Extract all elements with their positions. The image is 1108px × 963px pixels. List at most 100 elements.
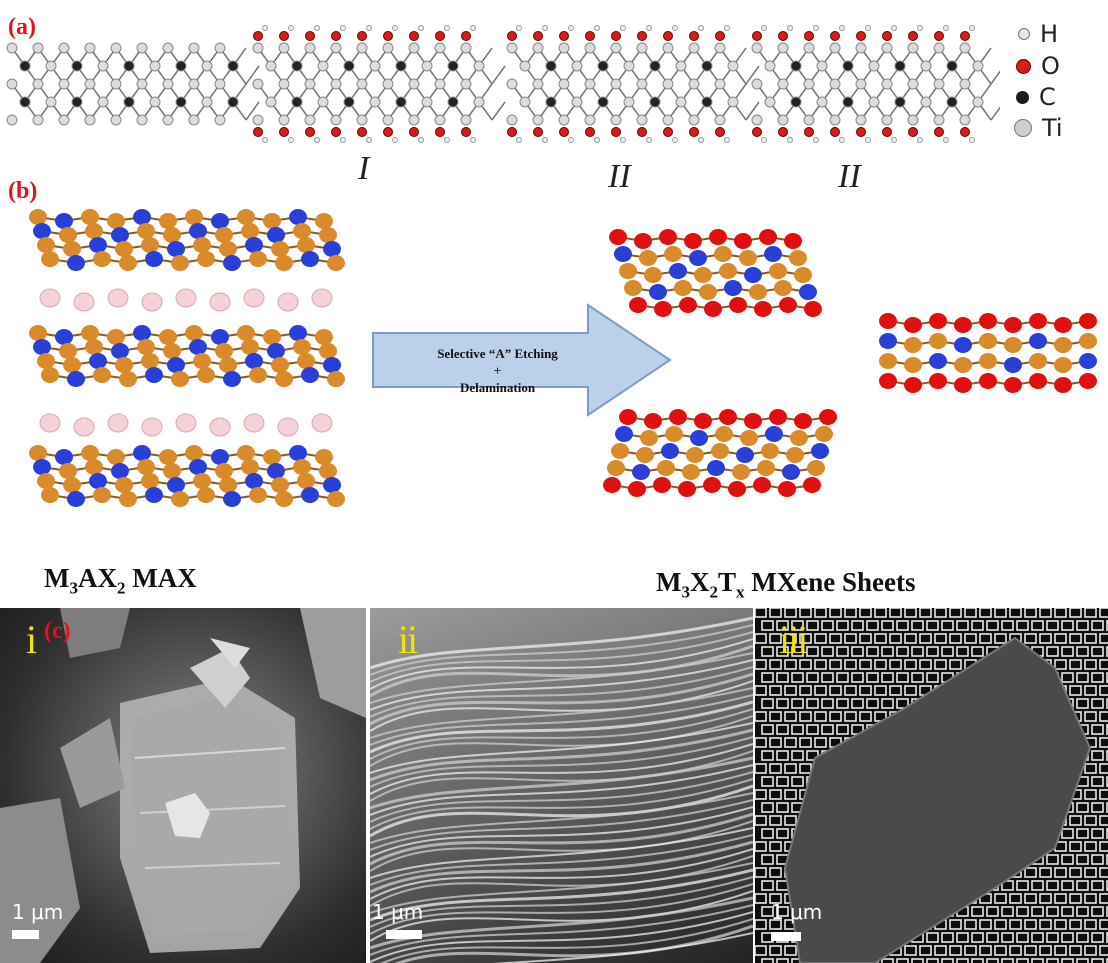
sem-network-cell <box>784 945 797 956</box>
sem-layer-edge <box>370 840 753 894</box>
sem-network-cell <box>821 724 834 735</box>
structure-label-3: II <box>838 158 861 195</box>
sem-network-cell <box>1046 958 1059 963</box>
sem-network-cell <box>1001 932 1014 943</box>
sem-network-cell <box>1106 672 1108 683</box>
sem-network-cell <box>784 633 797 644</box>
sem-network-cell <box>799 659 812 670</box>
sem-network-cell <box>994 633 1007 644</box>
sem-network-cell <box>799 711 812 722</box>
sem-network-cell <box>1031 880 1044 891</box>
sem-network-cell <box>844 711 857 722</box>
sem-network-cell <box>986 620 999 631</box>
sem-layer-edge <box>370 728 753 782</box>
sem-network-cell <box>934 608 947 618</box>
sem-network-cell <box>881 672 894 683</box>
sem-network-cell <box>1039 633 1052 644</box>
legend-label-o: O <box>1041 52 1060 80</box>
sem-network-cell <box>1001 958 1014 963</box>
sem-network-cell <box>1084 711 1097 722</box>
sem-network-cell <box>896 646 909 657</box>
sem-network-cell <box>1091 932 1104 943</box>
sem-network-cell <box>889 685 902 696</box>
sem-network-cell <box>1099 633 1108 644</box>
sem-layer-edge <box>370 743 753 795</box>
sem-layer-edge <box>490 932 753 963</box>
sem-panel-number-1: i <box>26 617 37 662</box>
sem-network-cell <box>814 608 827 618</box>
sem-network-cell <box>994 608 1007 618</box>
sem-network-cell <box>814 659 827 670</box>
sem-network-cell <box>1076 906 1089 917</box>
sem-network-cell <box>769 685 782 696</box>
sem-network-cell <box>1106 828 1108 839</box>
sem-network-cell <box>1054 633 1067 644</box>
sem-network-cell <box>1091 724 1104 735</box>
sem-network-cell <box>769 815 782 826</box>
sem-network-cell <box>1061 932 1074 943</box>
sem-network-cell <box>956 646 969 657</box>
a-element-layer-2 <box>39 413 333 437</box>
sem-network-cell <box>1069 815 1082 826</box>
sem-network-cell <box>784 815 797 826</box>
sem-network-cell <box>1001 620 1014 631</box>
sem-network-cell <box>1084 841 1097 852</box>
sem-network-cell <box>971 620 984 631</box>
a-element-layer-1 <box>39 288 333 312</box>
sem-network-cell <box>1076 854 1089 865</box>
sem-network-cell <box>791 620 804 631</box>
sem-network-cell <box>761 906 774 917</box>
sem-network-cell <box>1061 620 1074 631</box>
sem-network-cell <box>769 893 782 904</box>
sem-network-cell <box>761 698 774 709</box>
sem-network-cell <box>979 919 992 930</box>
sem-network-cell <box>769 737 782 748</box>
sem-network-cell <box>889 659 902 670</box>
hydrogen-dot-icon <box>1018 28 1030 40</box>
sem-network-cell <box>784 789 797 800</box>
sem-network-cell <box>1054 608 1067 618</box>
sem-network-cell <box>776 906 789 917</box>
sem-network-cell <box>881 958 894 963</box>
sem-layer-edge <box>370 638 753 690</box>
sem-network-cell <box>769 789 782 800</box>
sem-network-cell <box>829 659 842 670</box>
sem-network-cell <box>844 633 857 644</box>
sem-network-cell <box>941 620 954 631</box>
sem-layer-edge <box>370 722 753 774</box>
sem-network-cell <box>1076 620 1089 631</box>
sem-network-cell <box>1099 919 1108 930</box>
sem-network-cell <box>755 867 767 878</box>
sem-network-cell <box>1091 828 1104 839</box>
sem-network-cell <box>859 711 872 722</box>
sem-network-cell <box>1069 893 1082 904</box>
max-layer-bottom <box>29 445 345 507</box>
sem-2-texture <box>370 616 753 963</box>
sem-network-cell <box>761 646 774 657</box>
max-layer-middle <box>29 325 345 387</box>
sem-network-cell <box>934 945 947 956</box>
arrow-text-line-2: + <box>493 363 502 378</box>
sem-network-cell <box>1106 698 1108 709</box>
legend-label-ti: Ti <box>1042 114 1063 142</box>
sem-network-cell <box>836 620 849 631</box>
sem-network-cell <box>964 608 977 618</box>
sem-network-cell <box>1076 698 1089 709</box>
sem-network-cell <box>776 828 789 839</box>
sem-network-cell <box>1106 880 1108 891</box>
sem-network-cell <box>1054 945 1067 956</box>
sem-layer-edge <box>370 799 753 851</box>
sem-network-cell <box>761 854 774 865</box>
sem-network-cell <box>964 945 977 956</box>
sem-network-cell <box>949 608 962 618</box>
sem-network-cell <box>1084 815 1097 826</box>
sem-network-cell <box>941 646 954 657</box>
sem-network-cell <box>1061 672 1074 683</box>
sem-network-cell <box>964 633 977 644</box>
legend-label-h: H <box>1040 20 1059 48</box>
sem-network-cell <box>1106 906 1108 917</box>
sem-network-cell <box>1091 802 1104 813</box>
sem-1-texture <box>0 608 366 963</box>
sem-network-cell <box>784 608 797 618</box>
sem-network-cell <box>941 958 954 963</box>
